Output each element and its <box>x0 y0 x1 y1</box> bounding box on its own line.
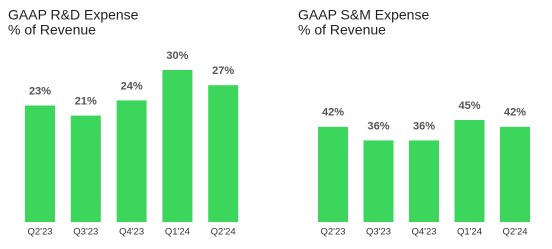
x-tick-label: Q3'23 <box>366 227 391 238</box>
x-tick-label: Q1'24 <box>457 227 482 238</box>
bar <box>318 126 348 222</box>
value-label: 42% <box>504 107 526 119</box>
value-label: 42% <box>322 107 344 119</box>
bar <box>363 140 394 222</box>
bar <box>70 115 101 222</box>
bar <box>208 85 239 222</box>
x-tick-label: Q4'23 <box>119 227 144 238</box>
value-label: 21% <box>75 96 97 108</box>
bar <box>116 100 147 222</box>
chart-title: GAAP R&D Expense <box>8 7 139 23</box>
x-tick-label: Q3'23 <box>73 227 98 238</box>
bar <box>454 120 485 222</box>
bar <box>25 105 55 222</box>
bar <box>409 140 439 222</box>
value-label: 30% <box>166 50 188 62</box>
chart-subtitle: % of Revenue <box>8 22 96 38</box>
x-tick-label: Q1'24 <box>165 227 190 238</box>
chart-title: GAAP S&M Expense <box>298 7 429 23</box>
value-label: 36% <box>367 120 389 132</box>
bar <box>162 70 193 222</box>
chart-subtitle: % of Revenue <box>298 22 386 38</box>
value-label: 24% <box>121 80 143 92</box>
x-tick-label: Q2'23 <box>27 227 52 238</box>
x-tick-label: Q4'23 <box>411 227 436 238</box>
x-tick-label: Q2'24 <box>211 227 236 238</box>
value-label: 27% <box>212 65 234 77</box>
value-label: 45% <box>458 100 480 112</box>
x-tick-label: Q2'24 <box>502 227 527 238</box>
value-label: 36% <box>413 120 435 132</box>
x-tick-label: Q2'23 <box>320 227 345 238</box>
value-label: 23% <box>29 85 51 97</box>
bar <box>500 126 530 222</box>
